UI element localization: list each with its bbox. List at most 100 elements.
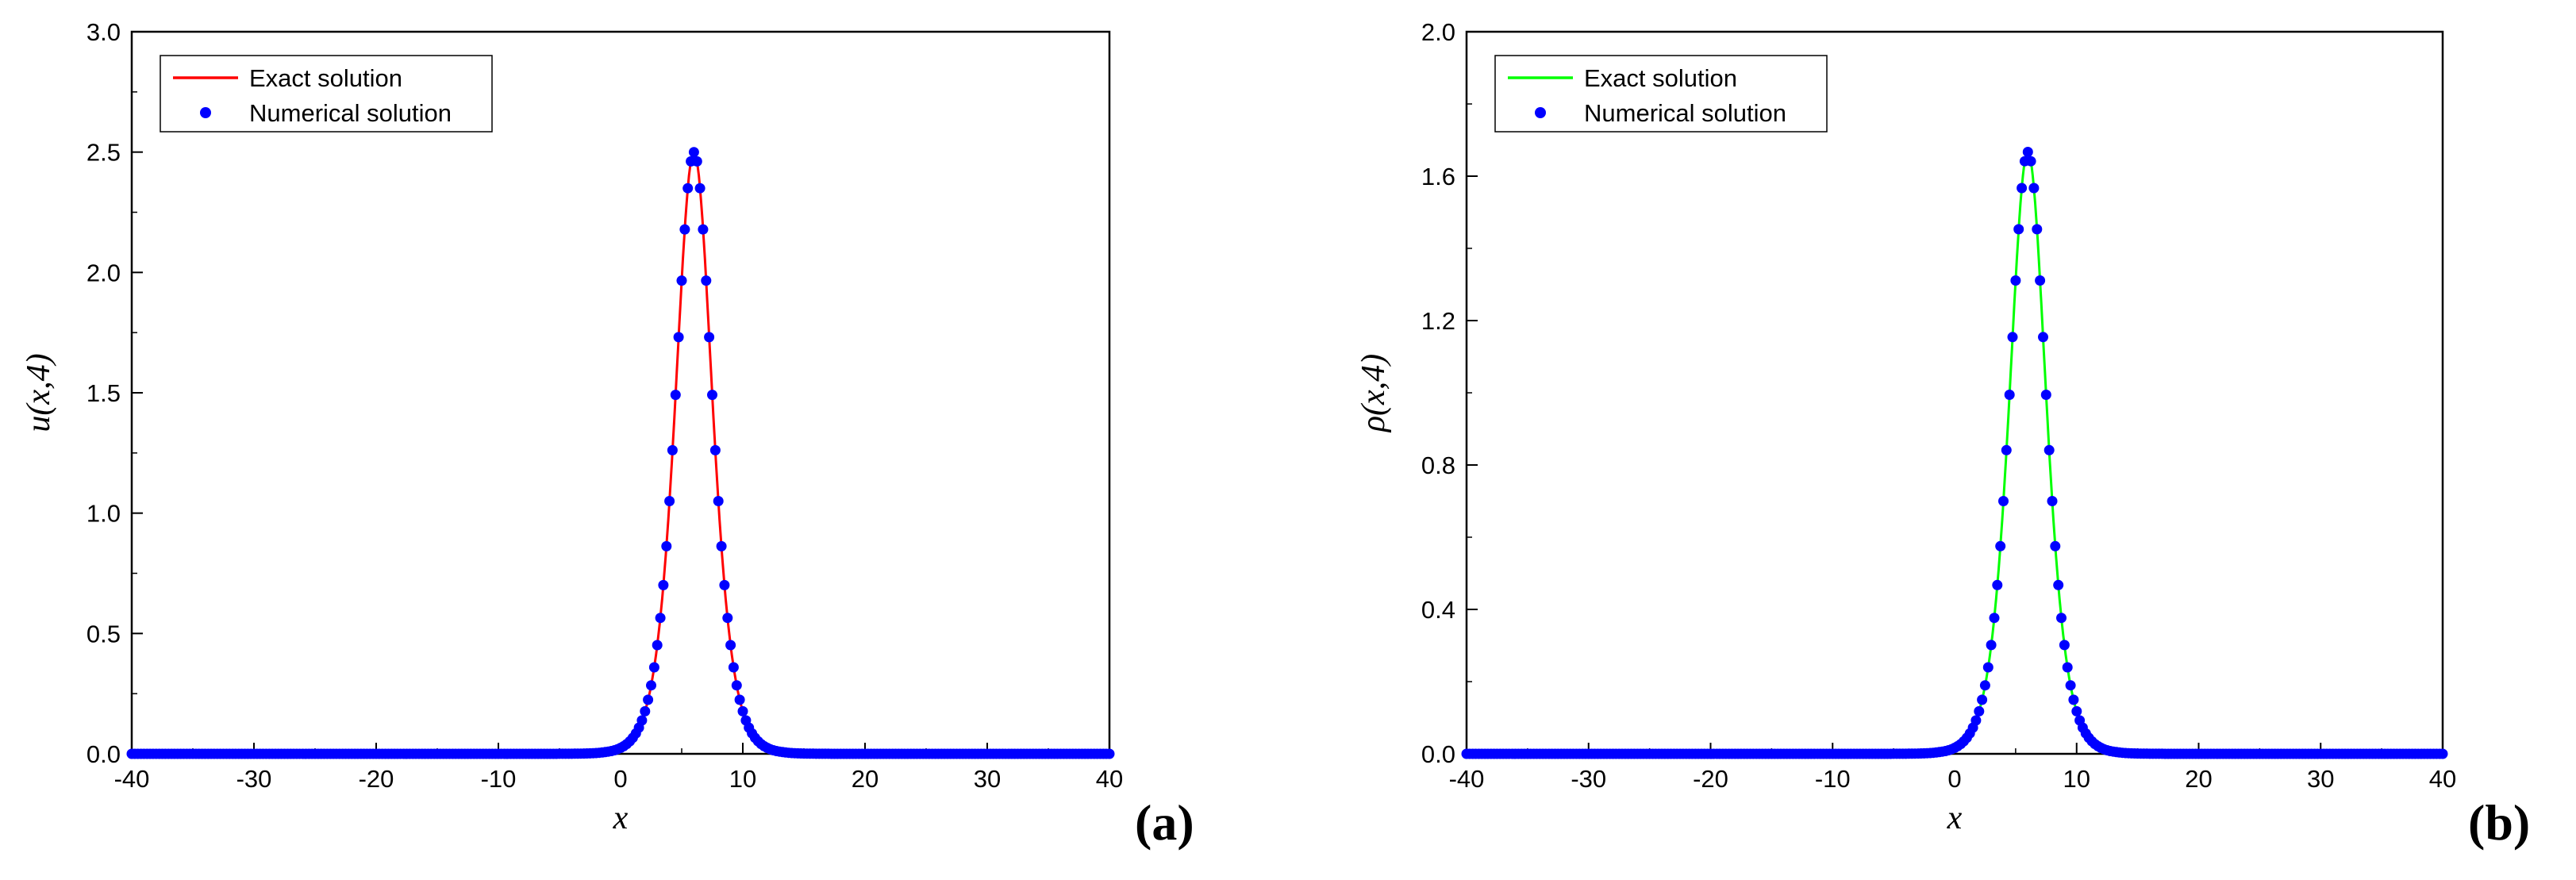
y-tick-label: 0.8 xyxy=(1421,452,1455,479)
x-axis: -40 -30 -20 -10 0 10 20 30 40 xyxy=(1449,743,2456,793)
y-tick-label: 1.6 xyxy=(1421,163,1455,190)
numerical-point xyxy=(2017,183,2028,194)
numerical-point xyxy=(725,640,736,651)
numerical-point xyxy=(694,183,706,194)
numerical-point xyxy=(676,275,687,286)
y-axis: 0.0 0.4 0.8 1.2 1.6 2.0 xyxy=(1421,18,1478,768)
numerical-point xyxy=(2007,332,2018,343)
numerical-point xyxy=(707,390,717,401)
numerical-point xyxy=(658,579,669,590)
numerical-point xyxy=(640,705,651,717)
numerical-point xyxy=(2010,275,2021,286)
x-tick-label: -20 xyxy=(1693,765,1728,793)
numerical-point xyxy=(2056,613,2067,624)
numerical-point xyxy=(716,540,727,551)
x-tick-label: 10 xyxy=(729,765,756,793)
y-tick-label: 0.0 xyxy=(87,740,121,768)
x-tick-label: -40 xyxy=(1449,765,1485,793)
numerical-point xyxy=(643,694,654,705)
y-tick-label: 1.0 xyxy=(87,500,121,528)
numerical-solution-series xyxy=(1461,147,2448,759)
numerical-point xyxy=(734,694,745,705)
numerical-point xyxy=(670,390,681,401)
numerical-point xyxy=(688,147,699,158)
x-tick-label: -10 xyxy=(481,765,517,793)
numerical-point xyxy=(679,224,690,235)
legend-numerical-swatch xyxy=(1535,107,1546,118)
plot-frame xyxy=(1465,30,2444,755)
x-tick-label: -20 xyxy=(359,765,394,793)
numerical-point xyxy=(2059,640,2070,651)
y-axis-title: ρ(x,4) xyxy=(1355,354,1392,433)
numerical-point xyxy=(704,332,715,343)
numerical-point xyxy=(2022,147,2033,157)
legend-exact-label: Exact solution xyxy=(1584,64,1737,92)
numerical-point xyxy=(652,640,663,651)
legend: Exact solution Numerical solution xyxy=(1494,55,1828,133)
x-tick-label: 30 xyxy=(974,765,1001,793)
plot-frame xyxy=(130,30,1111,755)
legend-exact-label: Exact solution xyxy=(249,64,402,92)
y-axis: 0.0 0.5 1.0 1.5 2.0 2.5 3.0 xyxy=(87,18,143,768)
x-tick-label: -10 xyxy=(1815,765,1851,793)
x-tick-label: -30 xyxy=(236,765,272,793)
numerical-point xyxy=(673,332,684,343)
numerical-point xyxy=(648,662,659,673)
numerical-point xyxy=(701,275,712,286)
legend-numerical-label: Numerical solution xyxy=(249,99,452,127)
numerical-point xyxy=(2047,496,2058,506)
x-tick-label: 30 xyxy=(2307,765,2334,793)
numerical-point xyxy=(728,662,739,673)
y-tick-label: 1.2 xyxy=(1421,307,1455,335)
numerical-point xyxy=(2038,332,2048,343)
numerical-point xyxy=(691,156,702,167)
numerical-point xyxy=(719,579,730,590)
legend-box xyxy=(1494,55,1828,133)
numerical-point xyxy=(2032,224,2043,235)
numerical-point xyxy=(709,444,721,455)
numerical-point xyxy=(2004,390,2015,400)
numerical-point xyxy=(1986,640,1997,651)
x-tick-label: 10 xyxy=(2063,765,2090,793)
x-tick-label: 20 xyxy=(852,765,879,793)
x-axis: -40 -30 -20 -10 0 10 20 30 40 xyxy=(114,743,1123,793)
numerical-point xyxy=(1992,579,2003,590)
numerical-point xyxy=(2001,444,2012,455)
y-tick-label: 2.0 xyxy=(87,259,121,286)
numerical-point xyxy=(2040,390,2051,400)
numerical-point xyxy=(1979,680,1990,691)
numerical-point xyxy=(1998,496,2009,506)
y-tick-label: 0.0 xyxy=(1421,740,1455,768)
x-axis-title: x xyxy=(613,800,629,836)
numerical-point xyxy=(2035,275,2046,286)
panel-b: -40 -30 -20 -10 0 10 20 30 40 0.0 0.4 0.8 1.2 1.6 2.0 x… xyxy=(1355,18,2530,851)
numerical-point xyxy=(2071,705,2082,717)
panel-label: (a) xyxy=(1135,794,1194,851)
numerical-point xyxy=(1989,613,2000,624)
numerical-point xyxy=(667,444,678,455)
numerical-point xyxy=(2437,748,2448,759)
x-tick-label: -30 xyxy=(1571,765,1606,793)
numerical-point xyxy=(1974,705,1985,717)
legend: Exact solution Numerical solution xyxy=(160,55,493,133)
y-tick-label: 3.0 xyxy=(87,18,121,46)
numerical-point xyxy=(737,705,748,717)
numerical-point xyxy=(1977,694,1988,705)
numerical-point xyxy=(698,224,709,235)
numerical-point xyxy=(636,715,648,726)
y-axis-title: u(x,4) xyxy=(21,353,57,432)
numerical-point xyxy=(1995,540,2006,551)
numerical-point xyxy=(2053,579,2064,590)
x-axis-title: x xyxy=(1947,800,1963,836)
y-tick-label: 2.0 xyxy=(1421,18,1455,46)
numerical-point xyxy=(664,496,675,506)
x-tick-label: 0 xyxy=(1947,765,1961,793)
numerical-point xyxy=(2025,156,2036,167)
legend-numerical-label: Numerical solution xyxy=(1584,99,1786,127)
numerical-point xyxy=(2065,680,2076,691)
numerical-point xyxy=(2050,540,2061,551)
numerical-point xyxy=(661,540,672,551)
numerical-point xyxy=(1970,715,1982,726)
numerical-point xyxy=(2043,444,2055,455)
